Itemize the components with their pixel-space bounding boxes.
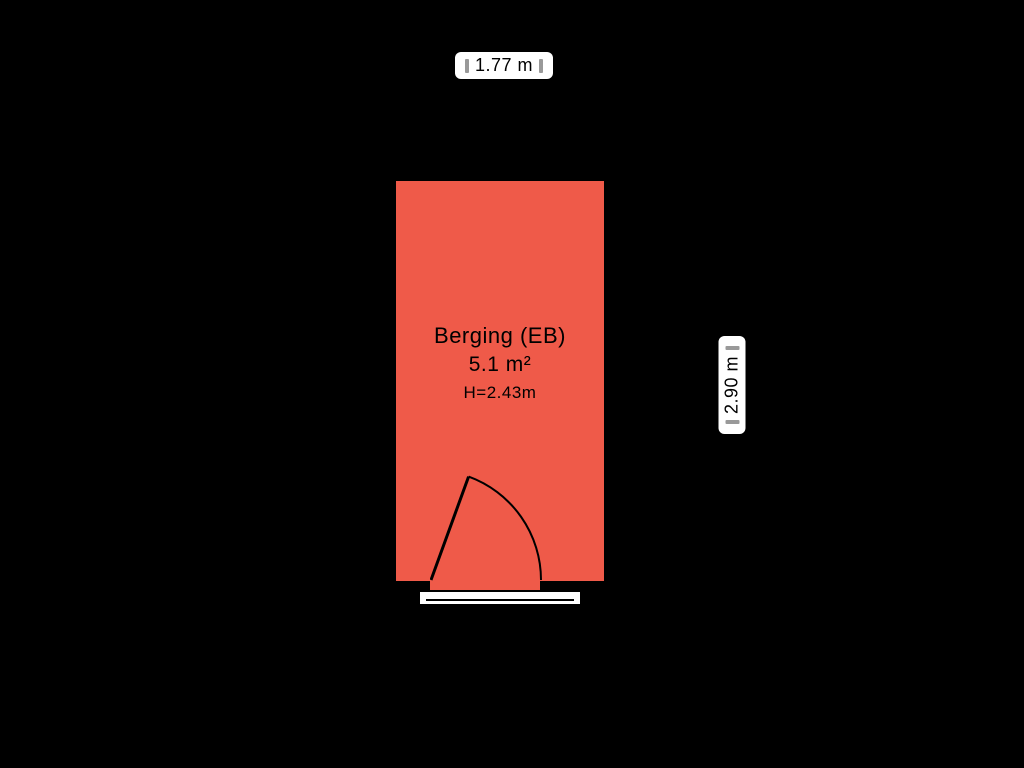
dim-tick-icon bbox=[725, 420, 739, 424]
room-name: Berging (EB) bbox=[390, 323, 610, 349]
dimension-height-label: 2.90 m bbox=[719, 336, 746, 434]
room-label-block: Berging (EB) 5.1 m² H=2.43m bbox=[390, 323, 610, 403]
dimension-width-text: 1.77 m bbox=[469, 55, 539, 76]
dim-tick-icon bbox=[539, 59, 543, 73]
floorplan-canvas: Berging (EB) 5.1 m² H=2.43m 1.77 m 2.90 … bbox=[0, 0, 1024, 768]
door-threshold bbox=[418, 590, 582, 606]
dim-tick-icon bbox=[725, 346, 739, 350]
wall-left bbox=[380, 165, 396, 597]
wall-top bbox=[380, 165, 620, 181]
wall-right bbox=[604, 165, 620, 597]
room-height: H=2.43m bbox=[390, 383, 610, 403]
dimension-height-text: 2.90 m bbox=[722, 350, 743, 420]
room-berging: Berging (EB) 5.1 m² H=2.43m bbox=[380, 165, 620, 597]
door-threshold-line bbox=[426, 599, 574, 601]
room-area: 5.1 m² bbox=[390, 353, 610, 377]
dimension-width-label: 1.77 m bbox=[455, 52, 553, 79]
door-swing-icon bbox=[430, 469, 542, 581]
